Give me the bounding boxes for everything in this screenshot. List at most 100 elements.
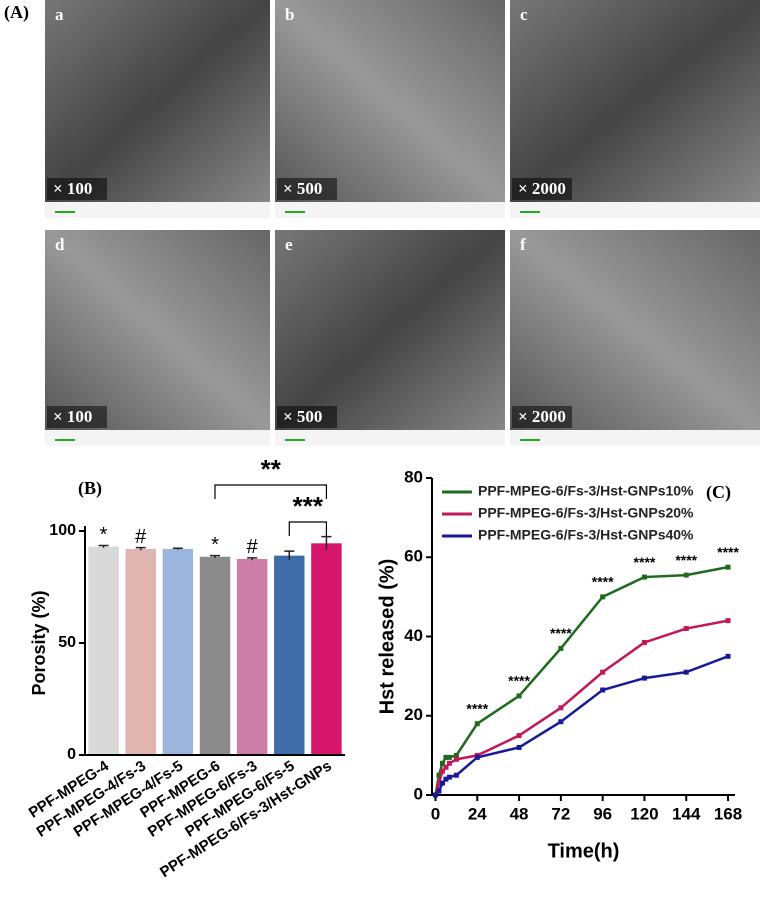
marker <box>725 653 731 659</box>
x-tick-label: 120 <box>630 804 658 823</box>
bar <box>162 548 194 755</box>
bar <box>274 555 305 755</box>
image-letter: a <box>55 5 64 24</box>
axes <box>431 478 735 796</box>
image-letter: e <box>285 235 293 254</box>
magnification: × 500 <box>283 407 322 426</box>
mag-box <box>512 178 572 200</box>
marker <box>516 744 522 750</box>
marker <box>725 618 731 624</box>
marker <box>600 669 606 675</box>
y-tick-label: 50 <box>58 634 76 651</box>
sem-image <box>275 230 505 430</box>
marker <box>446 754 452 760</box>
marker <box>453 756 459 762</box>
y-axis-label: Hst released (%) <box>376 559 398 715</box>
marker <box>443 776 449 782</box>
x-tick-label: 0 <box>431 804 440 823</box>
marker <box>432 792 438 798</box>
panel-label: (A) <box>4 2 29 23</box>
legend-label: PPF-MPEG-6/Fs-3/Hst-GNPs40% <box>478 527 694 543</box>
y-tick-label: 60 <box>404 547 423 566</box>
y-tick-label: 0 <box>414 784 423 803</box>
significance-mark: **** <box>675 552 697 568</box>
x-tick-label: 24 <box>468 804 487 823</box>
y-tick-label: 100 <box>49 522 76 539</box>
bracket <box>214 484 328 499</box>
series-line <box>434 565 729 796</box>
sem-image <box>45 230 270 430</box>
marker <box>641 574 647 580</box>
mag-box <box>277 406 337 428</box>
axes <box>84 526 345 756</box>
marker <box>725 564 731 570</box>
error-bar <box>247 557 258 561</box>
marker <box>516 733 522 739</box>
error-bar <box>172 547 183 550</box>
x-tick-label: 96 <box>593 804 612 823</box>
y-tick-label: 0 <box>67 746 76 763</box>
y-tick-label: 20 <box>404 705 423 724</box>
significance-mark: **** <box>466 700 488 716</box>
mag-box <box>47 178 107 200</box>
significance-mark: # <box>135 526 147 548</box>
mag-box <box>47 406 107 428</box>
marker <box>558 719 564 725</box>
significance-mark: # <box>247 536 259 558</box>
x-axis-label: Time(h) <box>548 840 620 862</box>
marker <box>474 754 480 760</box>
marker <box>439 760 445 766</box>
bracket <box>288 521 328 536</box>
marker <box>443 754 449 760</box>
x-tick-label: 72 <box>551 804 570 823</box>
error-bar <box>98 544 109 548</box>
error-bar <box>321 535 332 551</box>
marker <box>436 780 442 786</box>
scale-strip <box>275 202 505 218</box>
x-tick-label: 168 <box>714 804 742 823</box>
magnification: × 2000 <box>518 179 566 198</box>
marker <box>439 768 445 774</box>
x-tick-label: 48 <box>510 804 529 823</box>
magnification: × 100 <box>53 179 92 198</box>
marker <box>558 645 564 651</box>
marker <box>446 760 452 766</box>
x-tick-label: 144 <box>672 804 701 823</box>
marker <box>453 772 459 778</box>
significance-mark: **** <box>592 574 614 590</box>
y-tick-label: 80 <box>404 467 423 486</box>
marker <box>443 764 449 770</box>
bar <box>88 546 119 755</box>
marker <box>439 780 445 786</box>
scale-strip <box>510 202 760 218</box>
significance-mark: * <box>211 534 219 556</box>
image-letter: c <box>520 5 528 24</box>
marker <box>558 705 564 711</box>
sem-image <box>275 0 505 202</box>
marker <box>474 721 480 727</box>
y-tick-label: 40 <box>404 626 423 645</box>
bar <box>125 548 156 755</box>
marker <box>683 626 689 632</box>
sem-image <box>510 230 760 430</box>
marker <box>516 693 522 699</box>
marker <box>436 772 442 778</box>
marker <box>600 594 606 600</box>
scale-strip <box>45 202 270 218</box>
significance-mark: **** <box>550 625 572 641</box>
sem-image <box>510 0 760 202</box>
marker <box>641 675 647 681</box>
y-axis-label: Porosity (%) <box>29 590 49 695</box>
mag-box <box>512 406 572 428</box>
significance-mark: **** <box>508 673 530 689</box>
bracket-label: *** <box>293 491 324 521</box>
scale-strip <box>45 430 270 446</box>
scale-strip <box>275 430 505 446</box>
error-bar <box>210 554 220 558</box>
bar <box>311 543 342 755</box>
mag-box <box>277 178 337 200</box>
image-letter: f <box>520 235 526 254</box>
bar <box>236 559 268 755</box>
error-bar <box>284 550 295 561</box>
